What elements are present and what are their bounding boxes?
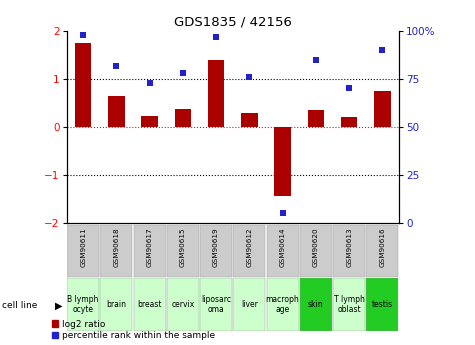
Bar — [266, 225, 299, 277]
Bar — [300, 278, 332, 331]
Bar — [341, 117, 357, 127]
Bar — [200, 225, 232, 277]
Bar — [266, 278, 299, 331]
Text: liposarc
oma: liposarc oma — [201, 295, 231, 314]
Bar — [208, 60, 224, 127]
Bar — [374, 91, 390, 127]
Text: cell line: cell line — [2, 301, 38, 310]
Text: skin: skin — [308, 300, 323, 309]
Bar — [200, 278, 232, 331]
Bar — [175, 109, 191, 127]
Bar — [75, 43, 91, 127]
Bar — [300, 225, 332, 277]
Text: breast: breast — [137, 300, 162, 309]
Text: GSM90616: GSM90616 — [380, 227, 385, 267]
Text: GSM90614: GSM90614 — [280, 227, 285, 267]
Bar — [67, 225, 99, 277]
Text: GSM90613: GSM90613 — [346, 227, 352, 267]
Bar — [142, 116, 158, 127]
Text: GSM90620: GSM90620 — [313, 227, 319, 267]
Bar — [100, 278, 133, 331]
Text: brain: brain — [106, 300, 126, 309]
Text: B lymph
ocyte: B lymph ocyte — [67, 295, 99, 314]
Text: T lymph
oblast: T lymph oblast — [333, 295, 365, 314]
Bar — [233, 225, 266, 277]
Text: GSM90611: GSM90611 — [80, 227, 86, 267]
Bar — [167, 278, 199, 331]
Text: GSM90619: GSM90619 — [213, 227, 219, 267]
Text: liver: liver — [241, 300, 258, 309]
Bar — [308, 110, 324, 127]
Bar — [133, 225, 166, 277]
Legend: log2 ratio, percentile rank within the sample: log2 ratio, percentile rank within the s… — [52, 320, 215, 341]
Text: macroph
age: macroph age — [266, 295, 300, 314]
Text: GSM90615: GSM90615 — [180, 227, 186, 267]
Text: cervix: cervix — [171, 300, 194, 309]
Bar — [233, 278, 266, 331]
Bar — [133, 278, 166, 331]
Text: ▶: ▶ — [55, 300, 62, 310]
Bar — [241, 114, 257, 127]
Bar — [333, 278, 365, 331]
Text: testis: testis — [372, 300, 393, 309]
Bar — [108, 96, 124, 127]
Bar — [366, 225, 399, 277]
Bar — [67, 278, 99, 331]
Bar — [366, 278, 399, 331]
Text: GSM90618: GSM90618 — [114, 227, 119, 267]
Bar — [100, 225, 133, 277]
Bar — [167, 225, 199, 277]
Bar — [333, 225, 365, 277]
Text: GSM90612: GSM90612 — [247, 227, 252, 267]
Title: GDS1835 / 42156: GDS1835 / 42156 — [174, 16, 292, 29]
Bar — [275, 127, 291, 196]
Text: GSM90617: GSM90617 — [147, 227, 152, 267]
